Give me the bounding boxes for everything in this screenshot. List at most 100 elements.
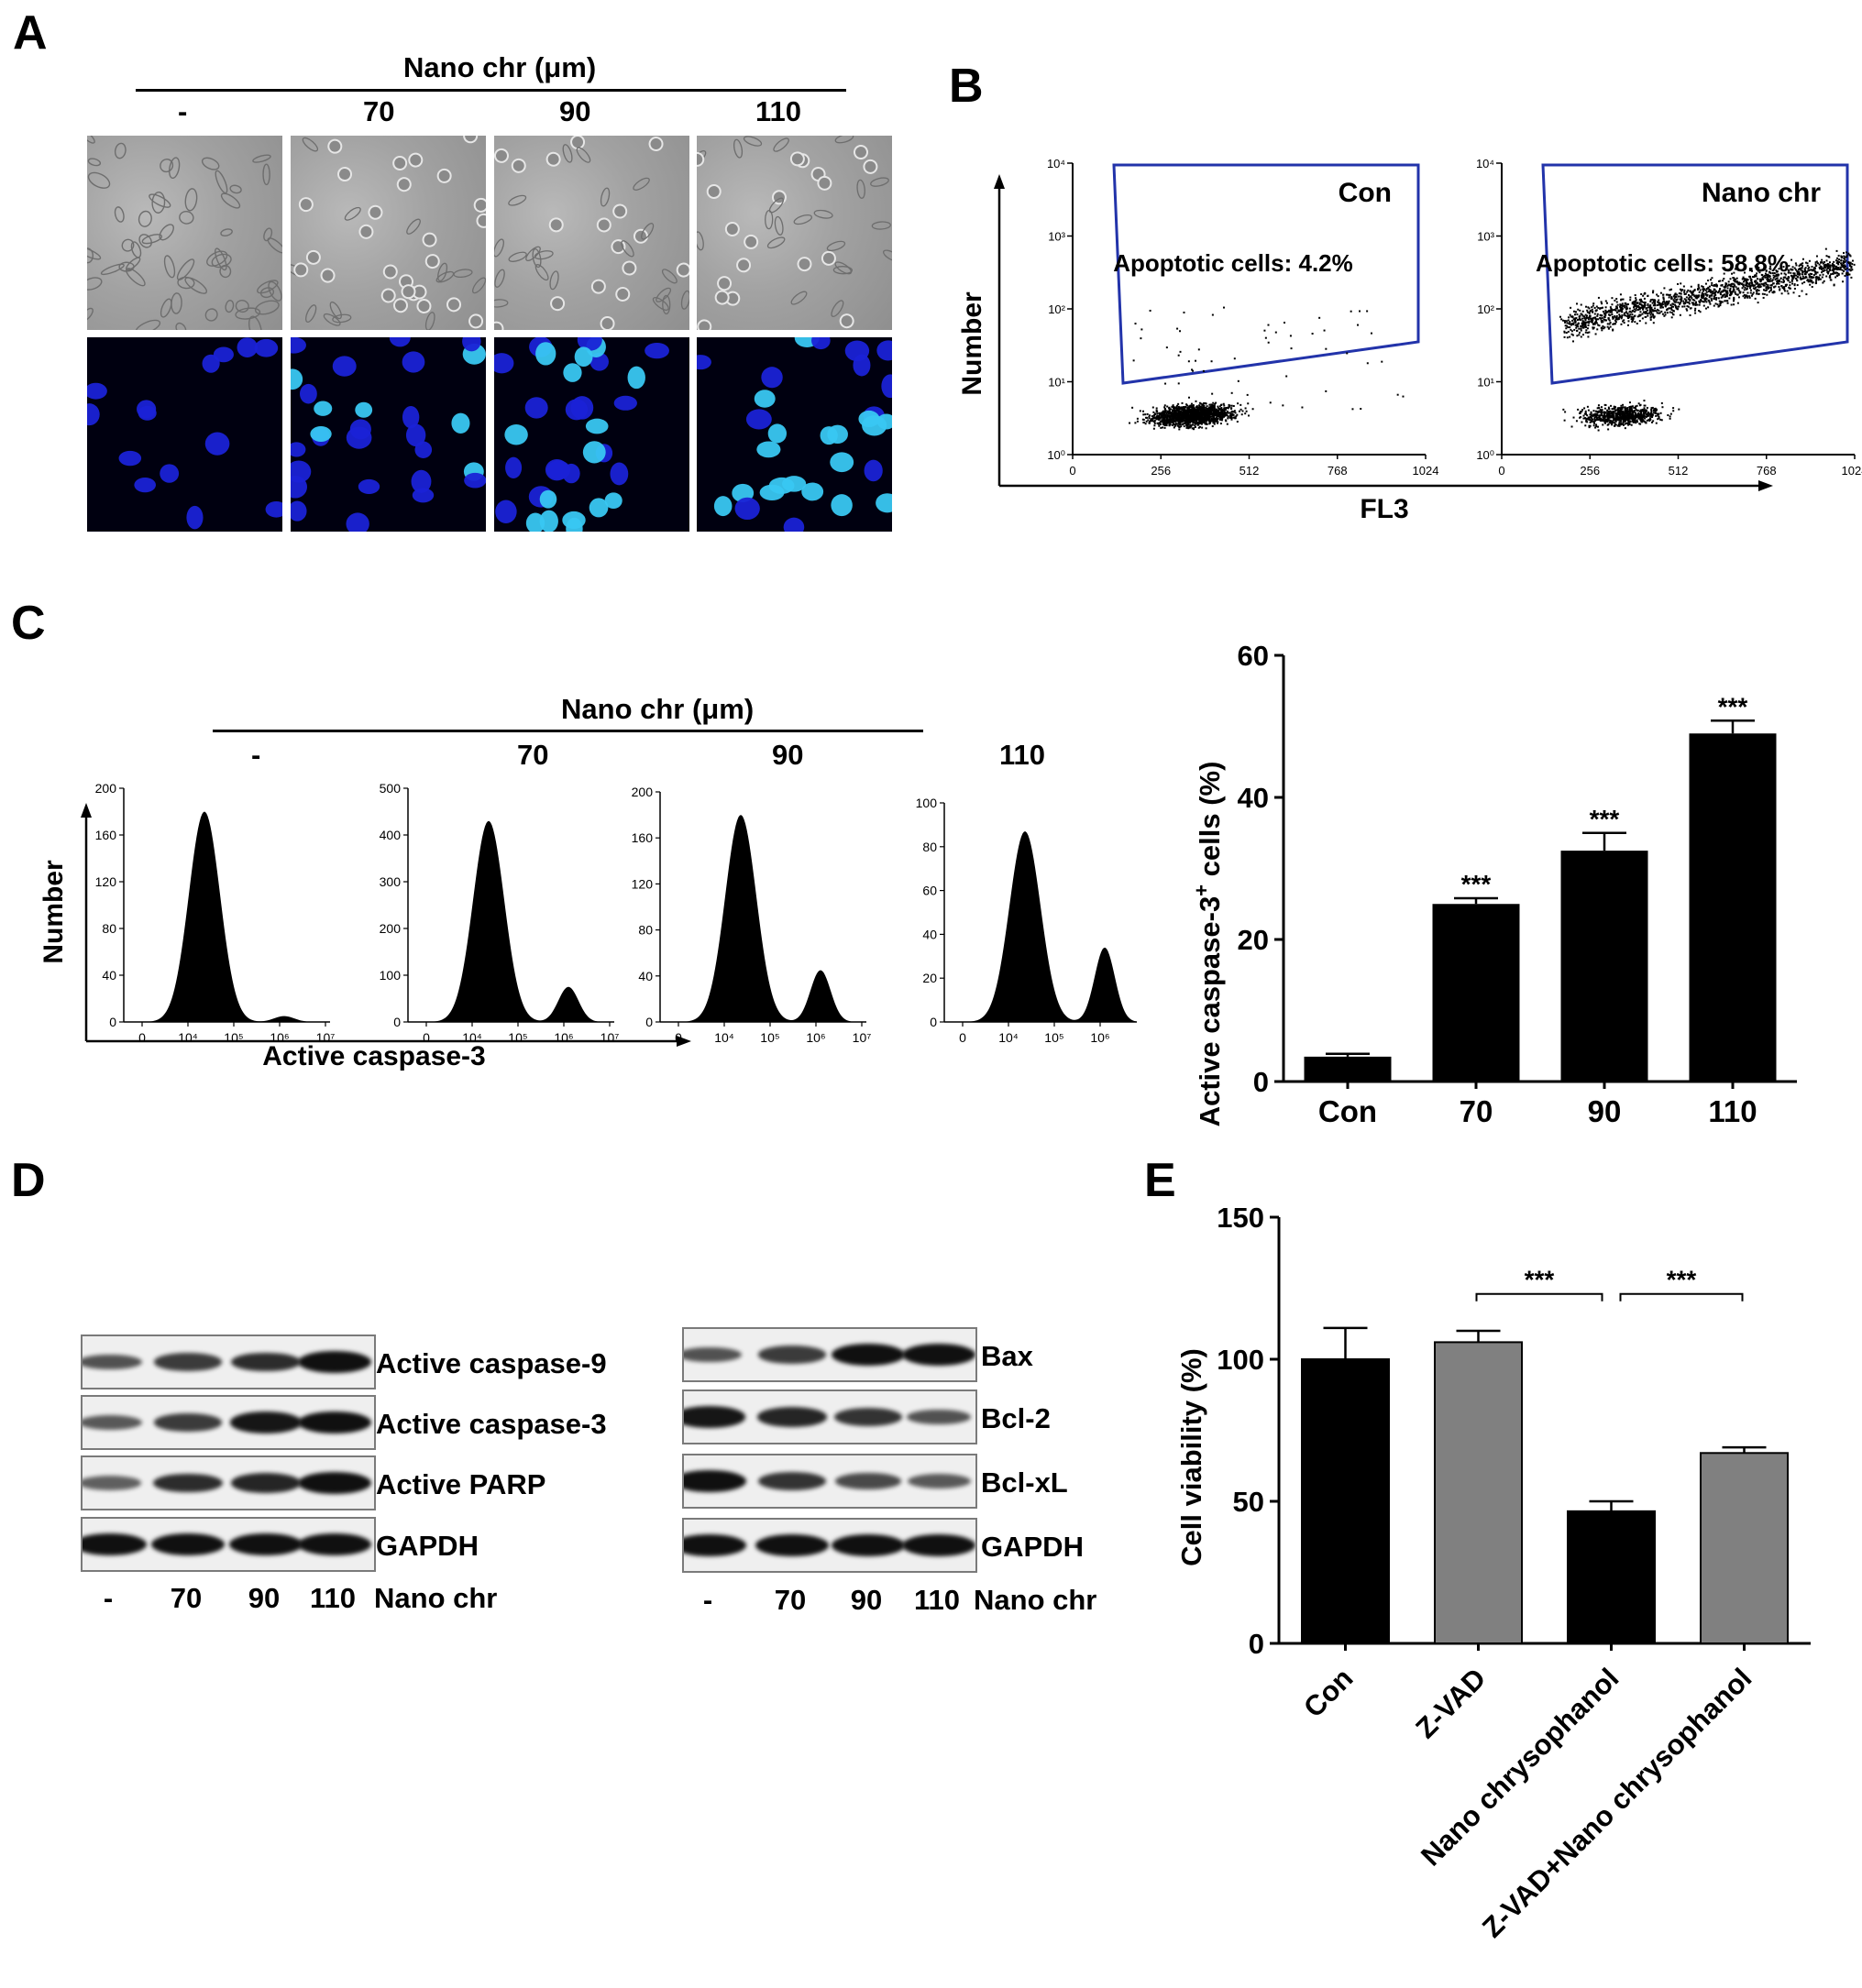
event bbox=[1631, 416, 1634, 419]
event bbox=[1736, 302, 1739, 304]
event bbox=[1623, 319, 1625, 322]
event bbox=[1763, 284, 1766, 287]
event bbox=[1606, 423, 1609, 426]
event bbox=[1562, 319, 1565, 322]
event bbox=[1669, 417, 1671, 420]
event bbox=[1652, 314, 1655, 317]
cell bbox=[676, 262, 689, 278]
event bbox=[1618, 407, 1621, 410]
event bbox=[1586, 332, 1589, 335]
event bbox=[1842, 262, 1845, 265]
event bbox=[1614, 299, 1616, 302]
event bbox=[1835, 267, 1838, 269]
event bbox=[1622, 403, 1625, 406]
nucleus bbox=[881, 374, 892, 399]
event bbox=[1658, 299, 1660, 302]
event bbox=[1761, 269, 1764, 271]
flow-dots bbox=[1129, 306, 1405, 431]
event bbox=[1195, 410, 1197, 412]
event bbox=[1595, 412, 1598, 415]
event bbox=[1168, 414, 1171, 417]
event bbox=[1762, 289, 1765, 291]
event bbox=[1638, 404, 1641, 407]
apoptotic-gate bbox=[1112, 163, 1420, 385]
bar-ytick-label: 60 bbox=[1238, 640, 1269, 672]
event bbox=[1178, 428, 1181, 431]
event bbox=[1202, 422, 1205, 424]
event bbox=[1203, 404, 1206, 407]
event bbox=[1724, 284, 1727, 287]
event bbox=[1591, 308, 1593, 311]
event bbox=[1714, 302, 1717, 305]
event bbox=[1686, 301, 1689, 303]
event bbox=[1629, 412, 1632, 415]
event bbox=[1578, 327, 1581, 330]
event bbox=[1210, 415, 1213, 418]
event bbox=[1200, 419, 1203, 422]
event bbox=[1633, 315, 1636, 318]
event bbox=[1162, 416, 1164, 419]
event bbox=[1207, 414, 1210, 417]
event bbox=[1742, 285, 1745, 288]
cell bbox=[424, 254, 440, 269]
event bbox=[1184, 406, 1187, 409]
event bbox=[1596, 313, 1599, 315]
event bbox=[1179, 407, 1182, 410]
event bbox=[1631, 318, 1634, 321]
event bbox=[1797, 269, 1800, 271]
event bbox=[1801, 271, 1804, 274]
event bbox=[1248, 414, 1251, 417]
event bbox=[1623, 313, 1625, 316]
event bbox=[1631, 321, 1634, 324]
cell bbox=[220, 228, 233, 237]
event bbox=[1848, 265, 1851, 268]
lane-treatment-label: Nano chr bbox=[374, 1582, 498, 1614]
event bbox=[1744, 296, 1746, 299]
cell bbox=[549, 270, 559, 291]
flow-xtick-label: 512 bbox=[1239, 464, 1260, 478]
cell bbox=[545, 151, 561, 167]
event bbox=[1829, 264, 1832, 267]
lane-label-0: - bbox=[702, 1584, 713, 1616]
event bbox=[1214, 402, 1217, 405]
cell bbox=[633, 228, 648, 244]
event bbox=[1733, 303, 1735, 306]
event bbox=[1838, 258, 1841, 261]
event bbox=[1170, 418, 1173, 421]
event bbox=[1644, 304, 1647, 307]
event bbox=[1788, 269, 1790, 272]
event bbox=[1820, 261, 1823, 264]
event bbox=[1844, 274, 1846, 277]
event bbox=[1634, 415, 1636, 418]
event bbox=[1594, 318, 1597, 321]
event bbox=[1647, 412, 1650, 414]
event bbox=[1735, 286, 1737, 289]
event bbox=[1639, 418, 1642, 421]
event bbox=[1709, 294, 1712, 297]
event bbox=[1366, 310, 1369, 313]
event bbox=[1614, 315, 1616, 318]
event bbox=[1817, 279, 1820, 281]
event bbox=[1836, 260, 1839, 263]
event bbox=[1636, 421, 1638, 423]
event bbox=[1733, 277, 1735, 280]
event bbox=[1668, 293, 1670, 296]
event bbox=[1201, 404, 1204, 407]
event bbox=[1198, 425, 1201, 428]
event bbox=[1759, 285, 1762, 288]
event bbox=[1204, 409, 1206, 412]
lane-label-2: 90 bbox=[850, 1584, 883, 1616]
event bbox=[1174, 407, 1177, 410]
event bbox=[1325, 347, 1328, 350]
cell bbox=[257, 280, 279, 294]
event bbox=[1697, 285, 1700, 288]
event bbox=[1192, 423, 1195, 426]
cell bbox=[393, 298, 409, 313]
event bbox=[1640, 420, 1643, 423]
event bbox=[1184, 421, 1187, 423]
event bbox=[1839, 267, 1842, 269]
event bbox=[1827, 267, 1830, 269]
cell bbox=[882, 249, 892, 262]
hist-ytick-label: 200 bbox=[95, 781, 117, 796]
event bbox=[1761, 292, 1764, 295]
